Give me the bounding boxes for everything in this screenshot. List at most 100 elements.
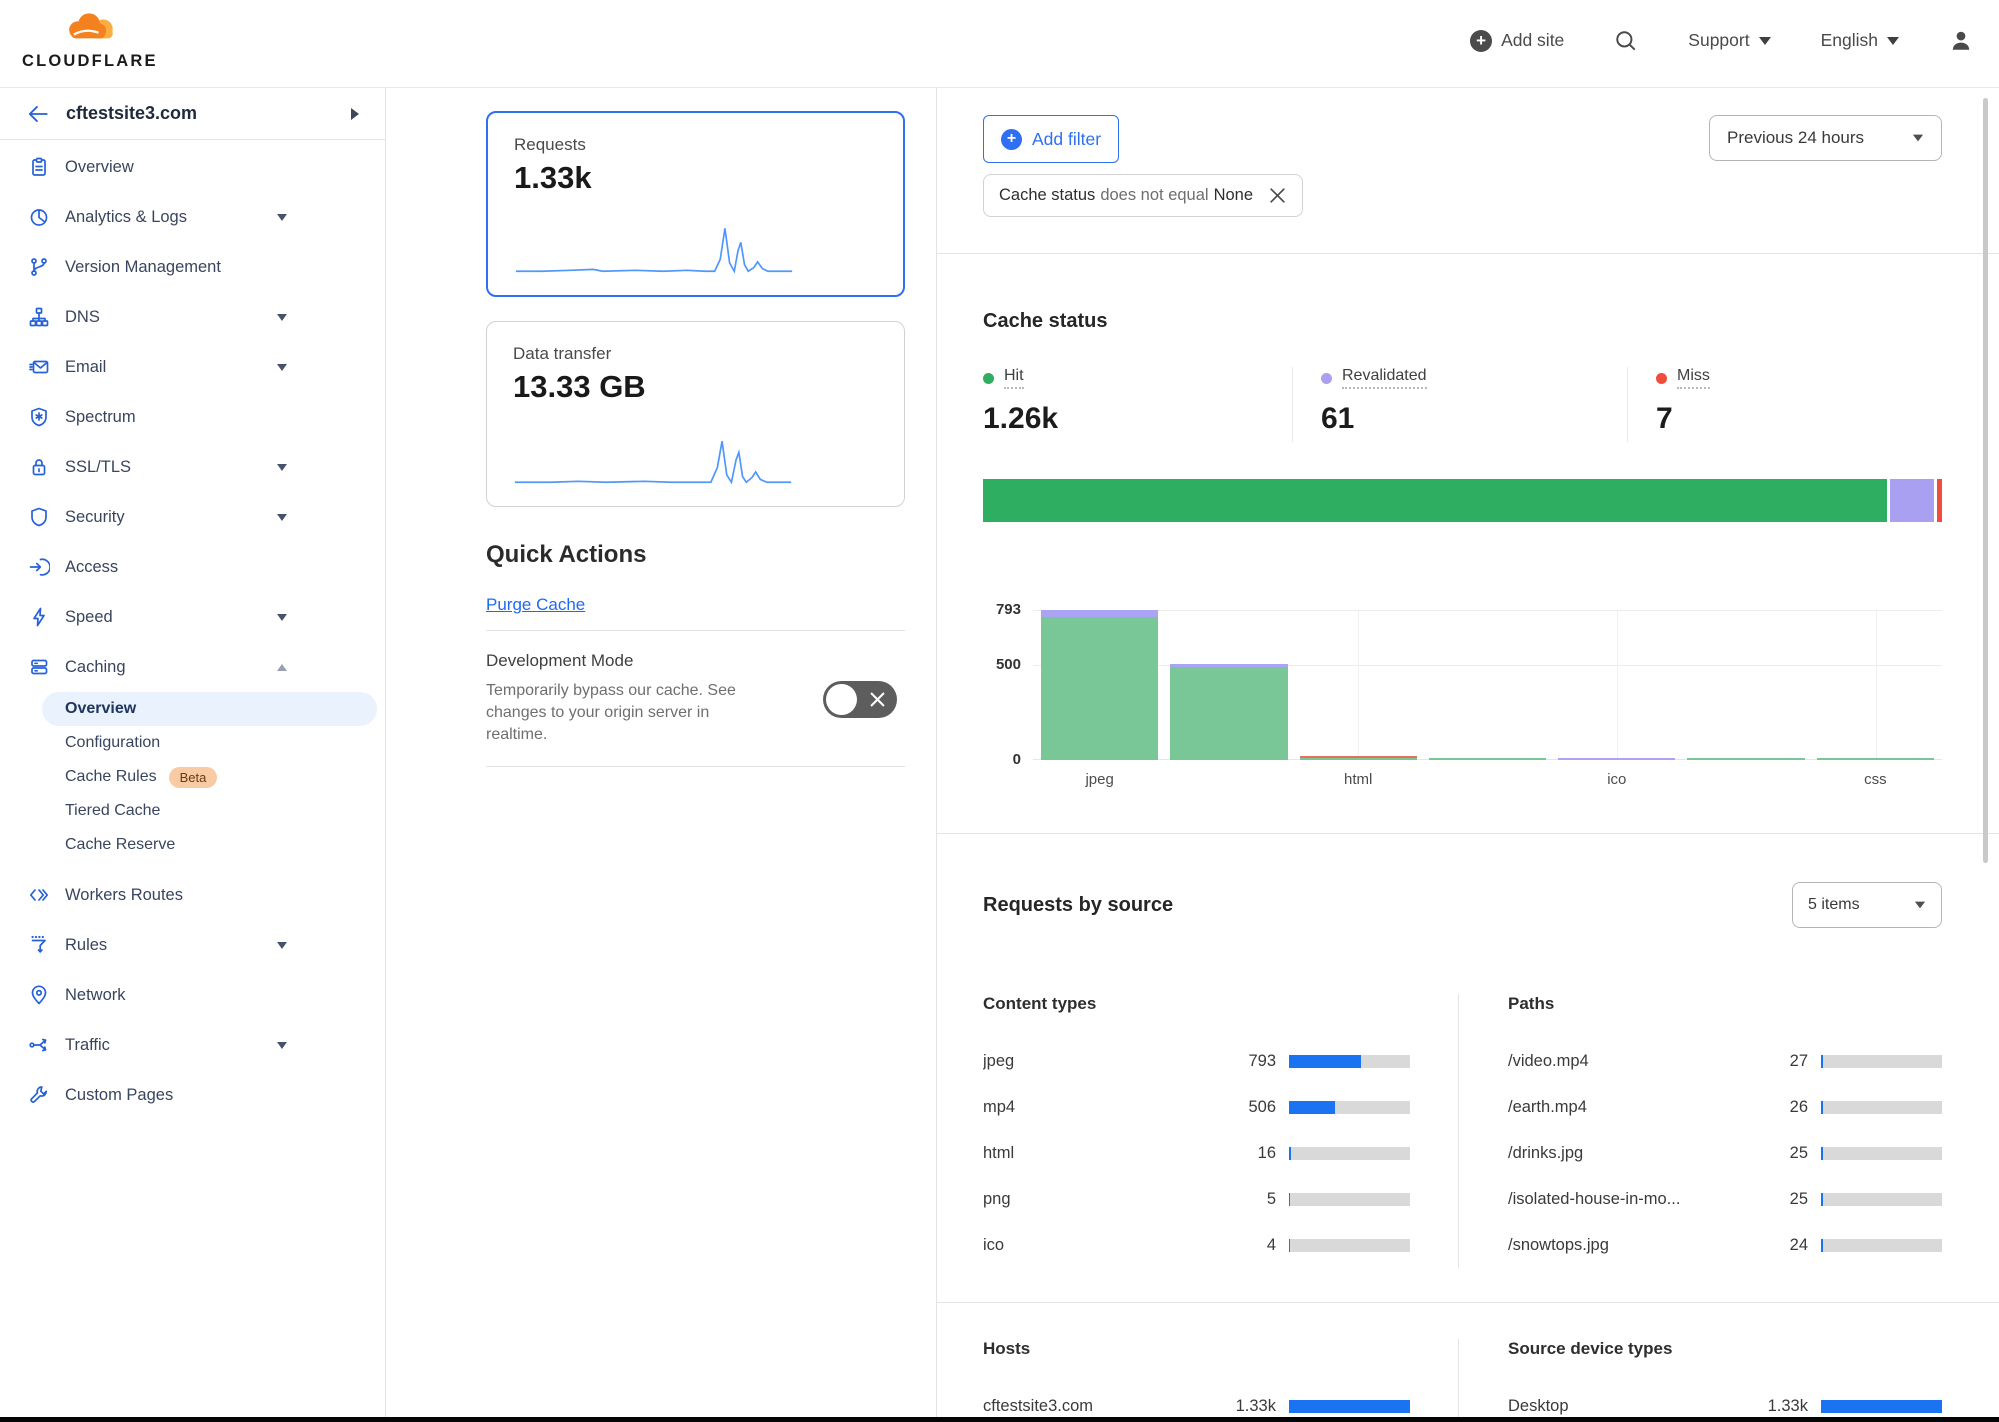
bar-segment-hit [1816,758,1934,760]
y-tick-793: 793 [995,601,1021,618]
add-filter-button[interactable]: + Add filter [983,115,1120,163]
search-icon[interactable] [1614,29,1638,53]
chart-bar-ico [1558,610,1676,760]
sidebar-subitem-overview[interactable]: Overview [42,692,377,726]
sidebar-item-security[interactable]: Security [0,492,385,542]
hit-label[interactable]: Hit [1004,367,1024,389]
sidebar-item-label: Access [65,557,119,576]
row-value: 27 [1789,1051,1808,1070]
sidebar-subitem-cache-reserve[interactable]: Cache Reserve [0,828,385,862]
data-transfer-sparkline [513,430,793,486]
x-tick-empty [1687,771,1804,788]
cloudflare-logo[interactable]: CLOUDFLARE [22,10,158,71]
content-types-header: Content types [983,994,1097,1013]
cloudflare-cloud-icon [59,10,121,51]
sidebar-item-rules[interactable]: Rules [0,920,385,970]
row-value: 4 [1266,1235,1276,1254]
site-switcher-caret-icon[interactable] [351,107,359,120]
chevron-up-icon [277,663,287,671]
row-value: 16 [1257,1143,1276,1162]
sidebar-item-traffic[interactable]: Traffic [0,1020,385,1070]
development-mode-description: Temporarily bypass our cache. See change… [486,682,736,743]
sidebar-subitem-configuration[interactable]: Configuration [0,726,385,760]
back-arrow-icon[interactable] [26,102,50,126]
sidebar-item-label: Traffic [65,1035,110,1054]
hit-dot-icon [983,372,994,384]
language-menu[interactable]: English [1821,30,1899,51]
filter-section: + Add filter Previous 24 hours Cache sta… [937,88,1999,254]
sidebar-item-email[interactable]: Email [0,342,385,392]
sitemap-icon [28,306,50,328]
sidebar-item-version-management[interactable]: Version Management [0,242,385,292]
sidebar-subitem-tiered-cache[interactable]: Tiered Cache [0,794,385,828]
cache-status-bar-chart: 793 500 0 jpeg html ico css [983,601,1942,788]
requests-sparkline [514,219,794,275]
sidebar-item-label: Version Management [65,257,221,276]
sidebar-item-ssl-tls[interactable]: SSL/TLS [0,442,385,492]
sidebar-item-custom-pages[interactable]: Custom Pages [0,1070,385,1120]
revalidated-label[interactable]: Revalidated [1342,367,1427,389]
site-name: cftestsite3.com [66,103,198,123]
cloudflare-wordmark: CLOUDFLARE [22,52,158,70]
support-label: Support [1688,30,1750,50]
bar-segment-hit [1170,667,1288,760]
data-transfer-metric-card[interactable]: Data transfer 13.33 GB [486,321,905,507]
bar-segment-revalidated [1170,664,1288,668]
hosts-list: Hosts cftestsite3.com 1.33k [983,1339,1458,1422]
chart-bar-col5 [1687,610,1805,760]
scrollbar-thumb[interactable] [1983,98,1988,863]
sidebar-item-overview[interactable]: Overview [0,142,385,192]
support-menu[interactable]: Support [1688,30,1771,51]
sidebar-item-spectrum[interactable]: Spectrum [0,392,385,442]
wrench-icon [28,1084,50,1106]
hit-value: 1.26k [983,402,1059,435]
miss-label[interactable]: Miss [1677,367,1710,389]
development-mode-toggle[interactable] [823,681,897,718]
items-count-dropdown[interactable]: 5 items [1792,882,1942,928]
sidebar-item-workers-routes[interactable]: Workers Routes [0,870,385,920]
sidebar-subitem-label: Cache Reserve [65,836,176,853]
hosts-header: Hosts [983,1339,1031,1358]
sidebar-subitem-cache-rules[interactable]: Cache Rules Beta [0,760,385,794]
requests-by-source-section: Requests by source 5 items Content types… [937,834,1999,1303]
row-bar [1821,1399,1942,1413]
sidebar-item-dns[interactable]: DNS [0,292,385,342]
pie-chart-icon [28,206,50,228]
shield-asterisk-icon [28,406,50,428]
cache-status-stacked-bar [983,479,1942,522]
sidebar-item-access[interactable]: Access [0,542,385,592]
filter-chip-field: Cache status [999,186,1096,204]
hosts-devices-section: Hosts cftestsite3.com 1.33k Source devic… [937,1303,1999,1422]
row-value: 1.33k [1767,1396,1808,1415]
topbar-nav: + Add site Support English [1470,29,1973,53]
sidebar-item-analytics-logs[interactable]: Analytics & Logs [0,192,385,242]
chevron-down-icon [1914,901,1926,909]
x-tick-ico: ico [1607,771,1627,788]
chart-bar-mp4 [1170,610,1288,760]
plus-circle-icon: + [1470,29,1493,52]
sidebar-item-network[interactable]: Network [0,970,385,1020]
chevron-down-icon [1912,134,1924,142]
revalidated-dot-icon [1321,372,1332,384]
user-account-icon[interactable] [1949,29,1973,53]
sidebar-item-caching[interactable]: Caching [0,642,385,692]
x-tick-html: html [1344,771,1373,788]
row-value: 25 [1789,1143,1808,1162]
sidebar-item-label: Custom Pages [65,1085,174,1104]
row-value: 5 [1266,1189,1276,1208]
row-bar [1821,1054,1942,1068]
requests-metric-card[interactable]: Requests 1.33k [486,111,905,297]
data-transfer-card-value: 13.33 GB [513,369,646,404]
add-site-button[interactable]: + Add site [1470,29,1564,52]
row-label: html [983,1143,1015,1162]
row-value: 793 [1248,1051,1276,1070]
time-range-dropdown[interactable]: Previous 24 hours [1709,115,1942,161]
lightning-icon [28,606,50,628]
toggle-off-x-icon [870,692,885,707]
chevron-down-icon [1887,36,1899,45]
bar-segment-miss [1299,756,1417,758]
sidebar-item-speed[interactable]: Speed [0,592,385,642]
plus-circle-icon: + [1001,128,1022,150]
remove-filter-icon[interactable] [1268,186,1287,205]
purge-cache-link[interactable]: Purge Cache [486,595,586,614]
